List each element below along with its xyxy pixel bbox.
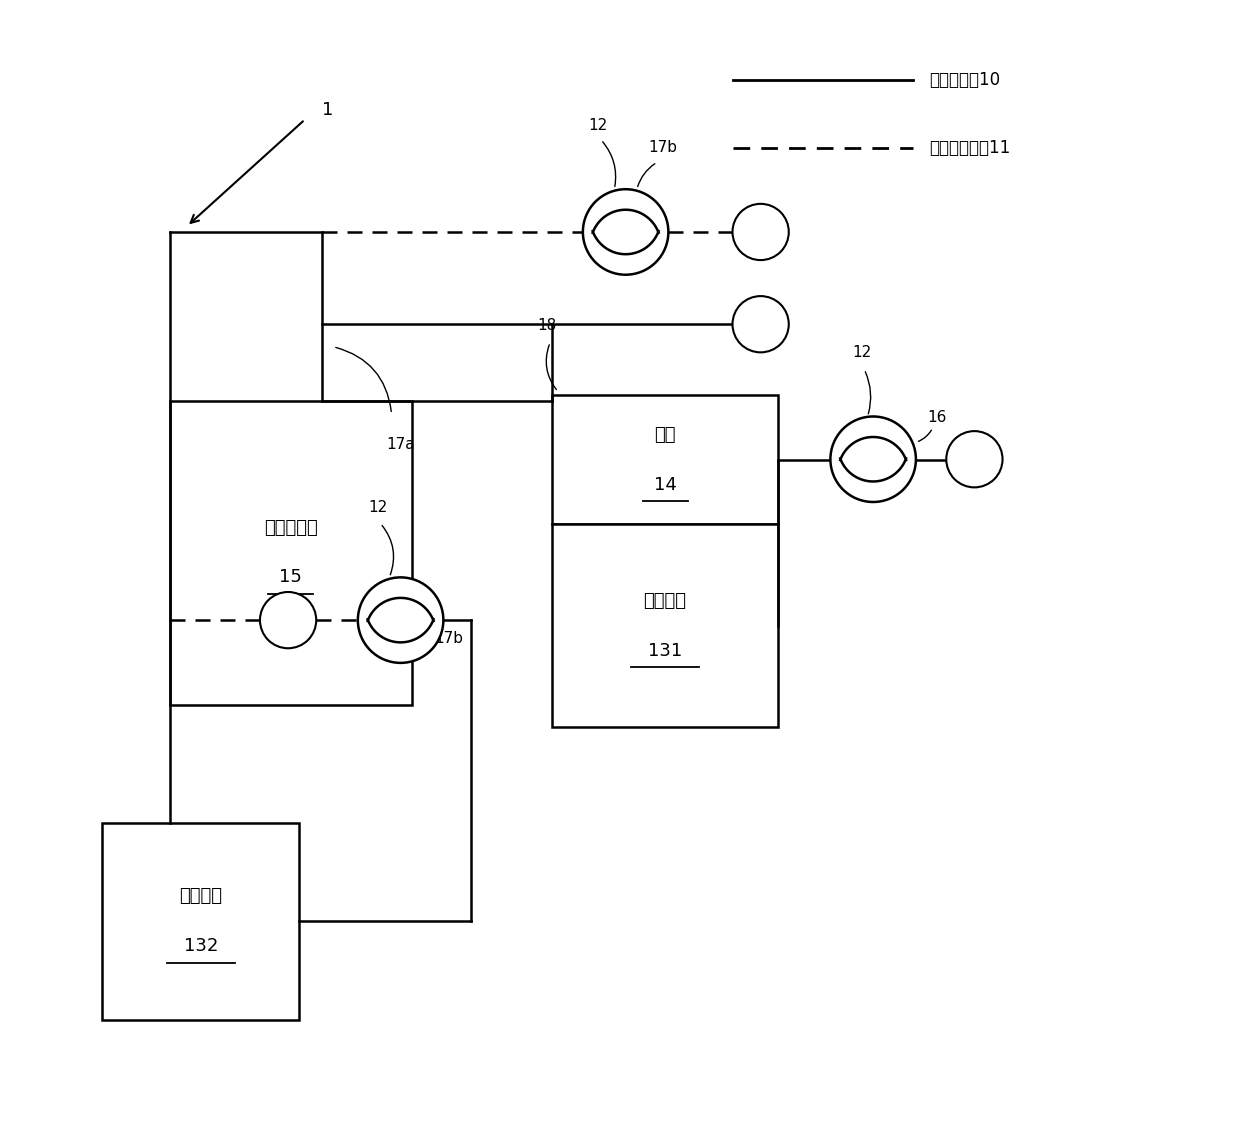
Circle shape [831, 417, 916, 502]
Text: 血泵: 血泵 [655, 426, 676, 444]
Circle shape [946, 431, 1002, 487]
Text: 第二主机: 第二主机 [180, 887, 222, 906]
Text: 血液主回路10: 血液主回路10 [930, 71, 1001, 89]
Text: 18: 18 [537, 318, 557, 334]
Circle shape [260, 592, 316, 648]
Text: 17b: 17b [434, 631, 464, 646]
Text: 132: 132 [184, 937, 218, 954]
Bar [553, 524, 777, 727]
Bar [170, 401, 412, 705]
Text: 17a: 17a [387, 436, 415, 452]
Text: 14: 14 [653, 476, 677, 493]
Text: 131: 131 [647, 641, 682, 659]
Circle shape [358, 577, 444, 663]
Text: 血液分支回路11: 血液分支回路11 [930, 139, 1011, 156]
Text: 12: 12 [368, 500, 388, 516]
Text: 第一主机: 第一主机 [644, 592, 687, 611]
Circle shape [733, 204, 789, 260]
Text: 1: 1 [322, 101, 334, 120]
Text: 12: 12 [588, 118, 608, 133]
Text: 12: 12 [852, 345, 872, 360]
Bar [553, 395, 777, 524]
Text: 16: 16 [928, 410, 946, 426]
Text: 15: 15 [279, 568, 303, 587]
Text: 17b: 17b [649, 140, 677, 155]
Circle shape [733, 296, 789, 352]
Bar [103, 822, 299, 1019]
Circle shape [583, 189, 668, 274]
Text: 膜式氧合器: 膜式氧合器 [264, 519, 317, 536]
